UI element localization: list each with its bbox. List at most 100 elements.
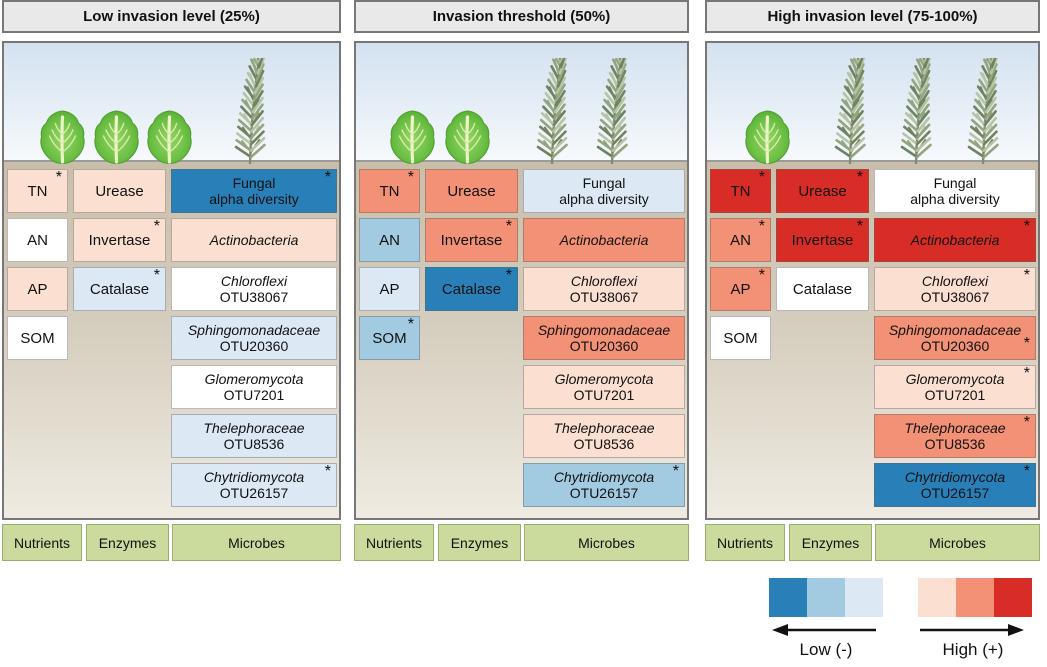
- cell-thelephoraceae-otu8536: Thelephoraceae OTU8536: [171, 414, 337, 458]
- microbe-otu: OTU38067: [920, 289, 990, 305]
- ground-line: [707, 160, 1038, 162]
- panel-title: Low invasion level (25%): [2, 0, 341, 33]
- panel-low-invasion: Low invasion level (25%) TN * AN AP SOM Ureas…: [2, 0, 341, 667]
- cell-an: AN *: [710, 218, 771, 262]
- cell-tn: TN *: [359, 169, 420, 213]
- cell-fungal-alpha-diversity: Fungal alpha diversity: [874, 169, 1036, 213]
- microbe-otu: OTU20360: [920, 338, 990, 354]
- significance-asterisk: *: [758, 169, 765, 186]
- cell-an: AN: [7, 218, 68, 262]
- significance-asterisk: *: [1023, 414, 1030, 431]
- cell-som: SOM: [7, 316, 68, 360]
- panel-title: High invasion level (75-100%): [705, 0, 1040, 33]
- significance-asterisk: *: [672, 463, 679, 480]
- cell-label: Invertase: [440, 231, 503, 249]
- invasive-plant-icon: [536, 58, 568, 164]
- cell-label: AN: [27, 231, 48, 249]
- significance-asterisk: *: [1023, 335, 1030, 352]
- microbe-name: Glomeromycota: [905, 371, 1005, 387]
- microbe-name: Chloroflexi: [220, 273, 288, 289]
- microbe-otu: alpha diversity: [559, 191, 649, 207]
- panel-invasion-threshold: Invasion threshold (50%) TN * AN AP SOM * Urea…: [354, 0, 689, 667]
- cell-ap: AP: [359, 267, 420, 311]
- cell-invertase: Invertase *: [73, 218, 166, 262]
- cell-urease: Urease *: [776, 169, 869, 213]
- cell-label: Urease: [447, 182, 496, 200]
- invasive-plant-icon: [596, 58, 628, 164]
- cell-catalase: Catalase: [776, 267, 869, 311]
- significance-asterisk: *: [1023, 267, 1030, 284]
- cell-glomeromycota-otu7201: Glomeromycota OTU7201: [523, 365, 685, 409]
- cell-chytridiomycota-otu26157: Chytridiomycota OTU26157 *: [523, 463, 685, 507]
- cell-glomeromycota-otu7201: Glomeromycota OTU7201: [171, 365, 337, 409]
- cell-an: AN: [359, 218, 420, 262]
- panel-scene-high: TN * AN * AP * SOM Urease * Invertase * Catalase Fun…: [705, 41, 1040, 520]
- microbe-otu: OTU38067: [569, 289, 639, 305]
- significance-asterisk: *: [505, 218, 512, 235]
- cell-fungal-alpha-diversity: Fungal alpha diversity: [523, 169, 685, 213]
- microbe-name: Fungal: [232, 175, 276, 191]
- significance-asterisk: *: [758, 267, 765, 284]
- native-plant-icon: [94, 110, 139, 164]
- microbe-otu: OTU7201: [223, 387, 285, 403]
- cell-label: Urease: [95, 182, 144, 200]
- cell-label: Catalase: [792, 280, 853, 298]
- cell-label: SOM: [372, 329, 407, 347]
- invasive-plant-icon: [967, 58, 999, 164]
- microbe-name: Glomeromycota: [204, 371, 304, 387]
- microbe-otu: OTU7201: [924, 387, 986, 403]
- cell-thelephoraceae-otu8536: Thelephoraceae OTU8536: [523, 414, 685, 458]
- microbe-otu: OTU8536: [924, 436, 986, 452]
- significance-asterisk: *: [153, 218, 160, 235]
- cell-chloroflexi-otu38067: Chloroflexi OTU38067: [523, 267, 685, 311]
- microbe-otu: alpha diversity: [910, 191, 1000, 207]
- category-label-nutrients: Nutrients: [2, 524, 82, 561]
- microbe-otu: OTU20360: [569, 338, 639, 354]
- microbe-name: Chytridiomycota: [904, 469, 1006, 485]
- significance-asterisk: *: [407, 169, 414, 186]
- cell-urease: Urease: [425, 169, 518, 213]
- significance-asterisk: *: [324, 463, 331, 480]
- cell-urease: Urease: [73, 169, 166, 213]
- cell-label: TN: [730, 182, 751, 200]
- cell-chytridiomycota-otu26157: Chytridiomycota OTU26157 *: [874, 463, 1036, 507]
- significance-asterisk: *: [1023, 463, 1030, 480]
- significance-asterisk: *: [856, 218, 863, 235]
- microbe-otu: OTU8536: [573, 436, 635, 452]
- significance-asterisk: *: [153, 267, 160, 284]
- category-label-enzymes: Enzymes: [86, 524, 169, 561]
- cell-chloroflexi-otu38067: Chloroflexi OTU38067: [171, 267, 337, 311]
- cell-thelephoraceae-otu8536: Thelephoraceae OTU8536 *: [874, 414, 1036, 458]
- cell-glomeromycota-otu7201: Glomeromycota OTU7201 *: [874, 365, 1036, 409]
- significance-asterisk: *: [505, 267, 512, 284]
- cell-label: AN: [730, 231, 751, 249]
- cell-ap: AP *: [710, 267, 771, 311]
- microbe-name: Fungal: [582, 175, 626, 191]
- native-plant-icon: [745, 110, 790, 164]
- cell-chytridiomycota-otu26157: Chytridiomycota OTU26157 *: [171, 463, 337, 507]
- microbe-otu: OTU20360: [219, 338, 289, 354]
- native-plant-icon: [40, 110, 85, 164]
- microbe-name: Actinobacteria: [559, 232, 649, 248]
- significance-asterisk: *: [407, 316, 414, 333]
- microbe-name: Sphingomonadaceae: [537, 322, 671, 338]
- microbe-otu: OTU26157: [219, 485, 289, 501]
- cell-label: SOM: [723, 329, 758, 347]
- cell-sphingomonadaceae-otu20360: Sphingomonadaceae OTU20360 *: [874, 316, 1036, 360]
- category-label-enzymes: Enzymes: [438, 524, 521, 561]
- cell-catalase: Catalase *: [425, 267, 518, 311]
- cell-label: AP: [730, 280, 751, 298]
- microbe-name: Actinobacteria: [209, 232, 299, 248]
- microbe-otu: OTU8536: [223, 436, 285, 452]
- cell-label: SOM: [20, 329, 55, 347]
- microbe-name: Chloroflexi: [921, 273, 989, 289]
- category-label-microbes: Microbes: [524, 524, 689, 561]
- cell-actinobacteria: Actinobacteria *: [874, 218, 1036, 262]
- panel-high-invasion: High invasion level (75-100%) TN * AN * AP * S…: [705, 0, 1040, 667]
- category-label-microbes: Microbes: [875, 524, 1040, 561]
- native-plant-icon: [445, 110, 490, 164]
- panel-scene-low: TN * AN AP SOM Urease Invertase * Catalase * Funga…: [2, 41, 341, 520]
- cell-catalase: Catalase *: [73, 267, 166, 311]
- microbe-name: Chytridiomycota: [553, 469, 655, 485]
- cell-label: TN: [27, 182, 48, 200]
